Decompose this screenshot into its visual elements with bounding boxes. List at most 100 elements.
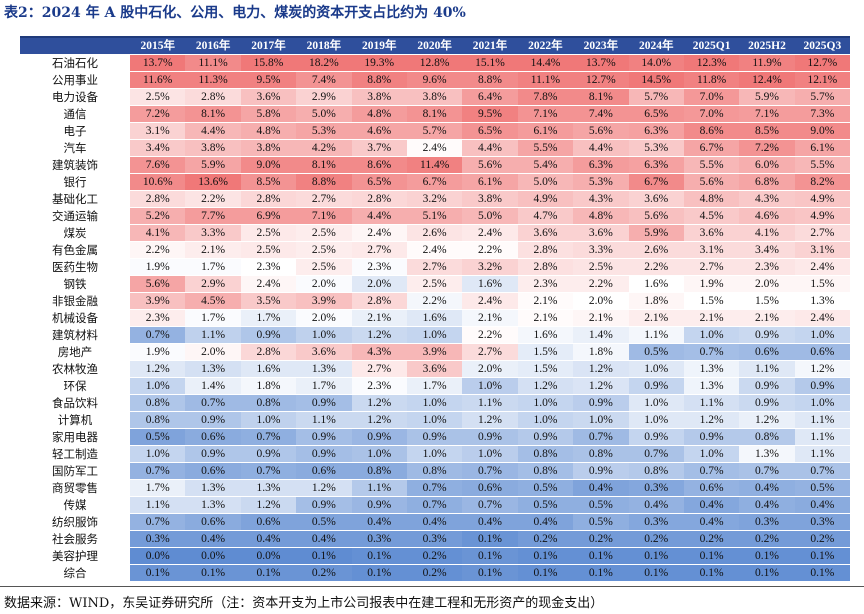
- value-cell: 8.8%: [296, 173, 352, 191]
- value-cell: 1.9%: [130, 343, 186, 361]
- value-cell: 6.3%: [573, 156, 629, 174]
- value-cell: 3.8%: [240, 139, 297, 157]
- value-cell: 4.9%: [517, 190, 574, 208]
- value-cell: 5.7%: [794, 88, 851, 106]
- value-cell: 0.5%: [296, 513, 352, 531]
- value-cell: 4.5%: [683, 207, 740, 225]
- value-cell: 1.7%: [240, 309, 297, 327]
- value-cell: 8.5%: [240, 173, 297, 191]
- value-cell: 7.1%: [517, 105, 574, 123]
- value-cell: 1.2%: [296, 479, 352, 497]
- value-cell: 0.9%: [683, 428, 740, 446]
- value-cell: 0.1%: [573, 564, 629, 582]
- value-cell: 6.5%: [351, 173, 407, 191]
- value-cell: 1.5%: [739, 292, 795, 310]
- value-cell: 5.6%: [130, 275, 186, 293]
- value-cell: 0.5%: [573, 496, 629, 514]
- value-cell: 2.0%: [739, 275, 795, 293]
- value-cell: 4.8%: [683, 190, 740, 208]
- value-cell: 2.4%: [794, 309, 851, 327]
- value-cell: 5.5%: [683, 156, 740, 174]
- value-cell: 1.8%: [628, 292, 684, 310]
- value-cell: 8.1%: [296, 156, 352, 174]
- value-cell: 1.0%: [406, 394, 463, 412]
- value-cell: 2.8%: [240, 190, 297, 208]
- table-row: 商贸零售 1.7% 1.3% 1.3% 1.2% 1.1% 0.7% 0.6% 0.5% 0.4%…: [20, 479, 851, 497]
- value-cell: 2.7%: [683, 258, 740, 276]
- value-cell: 0.6%: [296, 462, 352, 480]
- value-cell: 8.1%: [573, 88, 629, 106]
- value-cell: 2.1%: [517, 309, 574, 327]
- value-cell: 0.4%: [240, 530, 297, 548]
- value-cell: 4.9%: [794, 207, 851, 225]
- value-cell: 0.2%: [406, 564, 463, 582]
- value-cell: 3.4%: [130, 139, 186, 157]
- value-cell: 15.1%: [462, 54, 518, 72]
- value-cell: 3.5%: [240, 292, 297, 310]
- column-header: [20, 37, 130, 55]
- value-cell: 11.9%: [739, 54, 795, 72]
- value-cell: 1.1%: [794, 428, 851, 446]
- row-label: 建筑材料: [20, 326, 130, 344]
- value-cell: 5.7%: [406, 122, 463, 140]
- value-cell: 1.2%: [462, 411, 518, 429]
- value-cell: 0.5%: [517, 496, 574, 514]
- row-label: 非银金融: [20, 292, 130, 310]
- value-cell: 2.2%: [185, 190, 241, 208]
- value-cell: 5.6%: [628, 207, 684, 225]
- value-cell: 0.8%: [130, 411, 186, 429]
- value-cell: 2.2%: [462, 241, 518, 259]
- table-row: 房地产 1.9% 2.0% 2.8% 3.6% 4.3% 3.9% 2.7% 1.5% 1.8% 0…: [20, 343, 851, 361]
- column-header: 2018年: [296, 37, 352, 55]
- row-label: 轻工制造: [20, 445, 130, 463]
- row-label: 商贸零售: [20, 479, 130, 497]
- value-cell: 0.8%: [517, 462, 574, 480]
- value-cell: 5.0%: [296, 105, 352, 123]
- value-cell: 2.1%: [351, 309, 407, 327]
- value-cell: 1.3%: [296, 360, 352, 378]
- value-cell: 0.1%: [296, 547, 352, 565]
- row-label: 纺织服饰: [20, 513, 130, 531]
- value-cell: 3.8%: [462, 190, 518, 208]
- value-cell: 4.4%: [351, 207, 407, 225]
- table-row: 轻工制造 1.0% 0.9% 0.9% 0.9% 1.0% 1.0% 1.0% 0.8% 0.8%…: [20, 445, 851, 463]
- value-cell: 0.2%: [794, 530, 851, 548]
- value-cell: 0.6%: [185, 428, 241, 446]
- value-cell: 5.1%: [406, 207, 463, 225]
- value-cell: 2.8%: [351, 292, 407, 310]
- value-cell: 0.9%: [185, 445, 241, 463]
- value-cell: 1.5%: [517, 360, 574, 378]
- value-cell: 0.1%: [628, 564, 684, 582]
- value-cell: 1.2%: [573, 377, 629, 395]
- table-row: 农林牧渔 1.2% 1.3% 1.6% 1.3% 2.7% 3.6% 2.0% 1.5% 1.2%…: [20, 360, 851, 378]
- value-cell: 0.1%: [130, 564, 186, 582]
- table-row: 电力设备 2.5% 2.8% 3.6% 2.9% 3.8% 3.8% 6.4% 7.8% 8.1%…: [20, 88, 851, 106]
- value-cell: 4.6%: [739, 207, 795, 225]
- value-cell: 2.2%: [462, 326, 518, 344]
- value-cell: 2.5%: [240, 224, 297, 242]
- table-row: 公用事业 11.6% 11.3% 9.5% 7.4% 8.8% 9.6% 8.8% 11.1% 1…: [20, 71, 851, 89]
- value-cell: 1.3%: [240, 479, 297, 497]
- value-cell: 1.0%: [406, 326, 463, 344]
- value-cell: 0.4%: [573, 479, 629, 497]
- value-cell: 2.5%: [130, 88, 186, 106]
- value-cell: 1.0%: [462, 445, 518, 463]
- value-cell: 2.7%: [794, 224, 851, 242]
- table-row: 食品饮料 0.8% 0.7% 0.8% 0.9% 1.2% 1.0% 1.1% 1.0% 0.9%…: [20, 394, 851, 412]
- value-cell: 0.4%: [406, 513, 463, 531]
- value-cell: 5.2%: [130, 207, 186, 225]
- value-cell: 11.4%: [406, 156, 463, 174]
- value-cell: 2.5%: [296, 258, 352, 276]
- value-cell: 0.9%: [573, 394, 629, 412]
- value-cell: 0.6%: [739, 343, 795, 361]
- value-cell: 0.9%: [296, 445, 352, 463]
- value-cell: 0.8%: [130, 394, 186, 412]
- value-cell: 1.2%: [351, 411, 407, 429]
- value-cell: 1.1%: [185, 326, 241, 344]
- value-cell: 0.2%: [573, 530, 629, 548]
- value-cell: 0.3%: [794, 513, 851, 531]
- value-cell: 0.8%: [406, 462, 463, 480]
- value-cell: 0.6%: [185, 513, 241, 531]
- value-cell: 1.4%: [185, 377, 241, 395]
- value-cell: 7.8%: [517, 88, 574, 106]
